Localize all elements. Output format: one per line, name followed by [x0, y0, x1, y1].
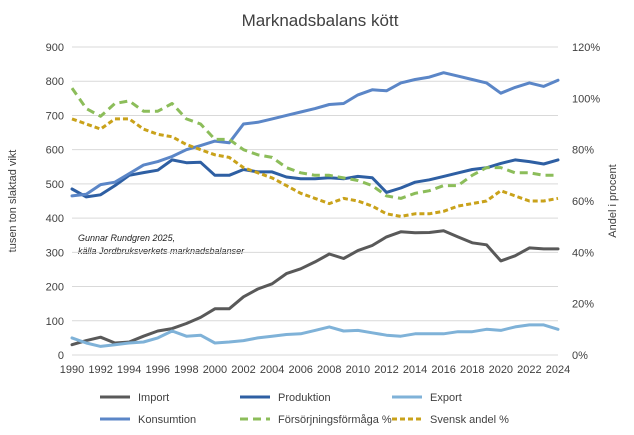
- y-left-tick-label: 400: [46, 213, 64, 225]
- y-axis-left-label: tusen ton slaktad vikt: [7, 150, 19, 253]
- tick-labels: 0 100 200 300 400 500 600 700 800 900 0% 20% 40% 60% 8…: [46, 42, 601, 376]
- x-tick-label: 2010: [346, 364, 370, 376]
- series-line-0: [70, 229, 560, 347]
- y-right-tick-label: 80%: [572, 145, 594, 157]
- y-left-tick-label: 100: [46, 316, 64, 328]
- x-tick-label: 2018: [460, 364, 484, 376]
- y-right-tick-label: 60%: [572, 196, 594, 208]
- x-tick-label: 1994: [117, 364, 141, 376]
- series-line-5: [71, 117, 559, 218]
- x-tick-label: 2004: [260, 364, 284, 376]
- y-right-tick-label: 0%: [572, 350, 588, 362]
- x-tick-label: 1990: [60, 364, 84, 376]
- x-tick-label: 1992: [88, 364, 112, 376]
- y-left-tick-label: 800: [46, 76, 64, 88]
- series-line-1: [70, 158, 560, 199]
- legend-label: Export: [430, 392, 462, 404]
- y-left-tick-label: 600: [46, 145, 64, 157]
- x-tick-label: 1998: [174, 364, 198, 376]
- y-left-tick-label: 700: [46, 110, 64, 122]
- y-right-tick-label: 40%: [572, 247, 594, 259]
- x-tick-label: 2022: [517, 364, 541, 376]
- x-tick-label: 2002: [231, 364, 255, 376]
- y-left-tick-label: 500: [46, 179, 64, 191]
- y-right-tick-label: 20%: [572, 299, 594, 311]
- series-line-2: [70, 323, 560, 348]
- legend-label: Konsumtion: [138, 414, 196, 426]
- legend-label: Försörjningsförmåga %: [278, 414, 392, 426]
- x-tick-label: 2014: [403, 364, 427, 376]
- y-left-tick-label: 200: [46, 282, 64, 294]
- y-left-tick-label: 300: [46, 247, 64, 259]
- chart-title: Marknadsbalans kött: [242, 11, 399, 30]
- x-tick-label: 2020: [489, 364, 513, 376]
- y-axis-right-label: Andel i procent: [607, 164, 619, 237]
- series-line-3: [70, 71, 560, 198]
- x-tick-label: 2000: [203, 364, 227, 376]
- x-tick-label: 2024: [546, 364, 570, 376]
- y-right-tick-label: 120%: [572, 42, 600, 54]
- y-right-tick-label: 100%: [572, 93, 600, 105]
- legend-label: Produktion: [278, 392, 331, 404]
- series-line-4: [70, 87, 558, 200]
- y-left-tick-label: 0: [58, 350, 64, 362]
- x-tick-label: 2012: [374, 364, 398, 376]
- y-left-tick-label: 900: [46, 42, 64, 54]
- legend-label: Svensk andel %: [430, 414, 509, 426]
- gridlines: [72, 46, 558, 356]
- legend: Import Produktion Export Konsumtion Försörjn…: [100, 392, 509, 426]
- x-tick-label: 2008: [317, 364, 341, 376]
- legend-label: Import: [138, 392, 169, 404]
- x-tick-label: 2016: [431, 364, 455, 376]
- annotation-line-1: Gunnar Rundgren 2025,: [78, 233, 175, 243]
- x-tick-label: 2006: [288, 364, 312, 376]
- series-lines: [70, 71, 560, 348]
- annotation-line-2: källa Jordbruksverkets marknadsbalanser: [78, 246, 245, 256]
- x-tick-label: 1996: [146, 364, 170, 376]
